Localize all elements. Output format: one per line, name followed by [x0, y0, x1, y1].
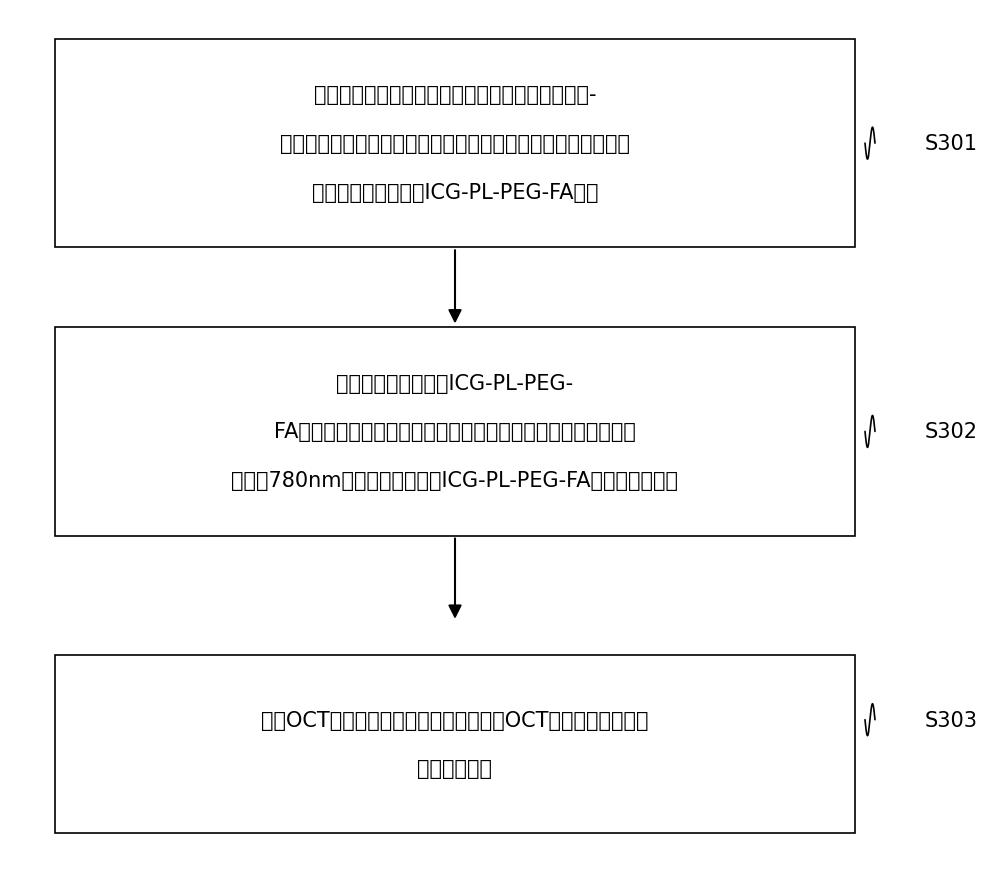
Text: S303: S303 [925, 710, 978, 730]
FancyBboxPatch shape [55, 656, 855, 833]
Text: 对成像目标注射所述ICG-PL-PEG-: 对成像目标注射所述ICG-PL-PEG- [336, 373, 574, 393]
Text: 将吲哚菁绿与磷脂化的聚乙二醇化合形成吲哚菁绿-: 将吲哚菁绿与磷脂化的聚乙二醇化合形成吲哚菁绿- [314, 85, 596, 105]
Text: 磷脂化的聚乙二醇纳米粒子，并在聚乙二醇分子的末端修饰生物: 磷脂化的聚乙二醇纳米粒子，并在聚乙二醇分子的末端修饰生物 [280, 134, 630, 154]
Text: FA溶液，利用近红外光的低相干光源照射成像目标的待扫描区域: FA溶液，利用近红外光的低相干光源照射成像目标的待扫描区域 [274, 422, 636, 442]
Text: S302: S302 [925, 422, 978, 442]
FancyBboxPatch shape [55, 328, 855, 536]
Text: 围的结构图像: 围的结构图像 [418, 758, 492, 779]
Text: 开启OCT成像光路以获取所述成像目标的OCT成像出具有深度范: 开启OCT成像光路以获取所述成像目标的OCT成像出具有深度范 [261, 710, 649, 730]
Text: S301: S301 [925, 134, 978, 154]
Text: ，使用780nm的波长的光源激发ICG-PL-PEG-FA分子以产生荧光: ，使用780nm的波长的光源激发ICG-PL-PEG-FA分子以产生荧光 [232, 470, 678, 491]
Text: 靶向分子，最后得到ICG-PL-PEG-FA溶液: 靶向分子，最后得到ICG-PL-PEG-FA溶液 [312, 183, 598, 203]
FancyBboxPatch shape [55, 40, 855, 248]
